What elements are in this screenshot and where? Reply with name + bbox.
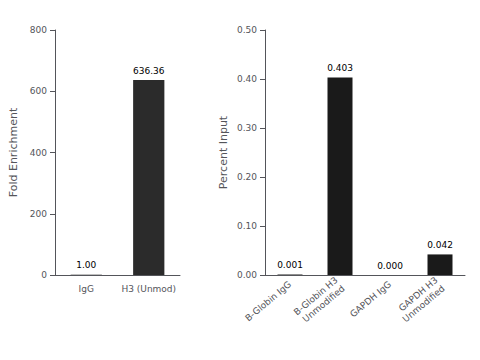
svg-text:IgG: IgG xyxy=(79,284,94,294)
svg-text:0: 0 xyxy=(41,270,47,280)
svg-text:0.30: 0.30 xyxy=(237,123,257,133)
svg-text:0.40: 0.40 xyxy=(237,74,257,84)
svg-text:0.042: 0.042 xyxy=(427,240,453,250)
svg-text:1.00: 1.00 xyxy=(76,260,96,270)
svg-text:Unmodified: Unmodified xyxy=(301,283,347,324)
svg-text:0.403: 0.403 xyxy=(327,63,353,73)
svg-text:H3 (Unmod): H3 (Unmod) xyxy=(121,284,176,294)
svg-text:GAPDH IgG: GAPDH IgG xyxy=(348,279,393,319)
svg-text:200: 200 xyxy=(30,209,47,219)
svg-text:B-Globin H3: B-Globin H3 xyxy=(291,275,340,318)
svg-text:0.50: 0.50 xyxy=(237,25,257,35)
svg-text:0.10: 0.10 xyxy=(237,221,257,231)
svg-text:400: 400 xyxy=(30,148,47,158)
svg-text:0.001: 0.001 xyxy=(277,260,303,270)
svg-text:0.000: 0.000 xyxy=(377,261,403,271)
svg-text:Unmodified: Unmodified xyxy=(401,283,447,324)
svg-text:0.20: 0.20 xyxy=(237,172,257,182)
svg-text:B-Globin IgG: B-Globin IgG xyxy=(243,279,293,323)
svg-text:0.00: 0.00 xyxy=(237,270,257,280)
svg-text:Percent Input: Percent Input xyxy=(217,115,230,189)
svg-text:600: 600 xyxy=(30,86,47,96)
svg-text:GAPDH H3: GAPDH H3 xyxy=(396,275,440,314)
svg-text:800: 800 xyxy=(30,25,47,35)
svg-text:636.36: 636.36 xyxy=(133,66,165,76)
svg-text:Fold Enrichment: Fold Enrichment xyxy=(7,107,20,197)
